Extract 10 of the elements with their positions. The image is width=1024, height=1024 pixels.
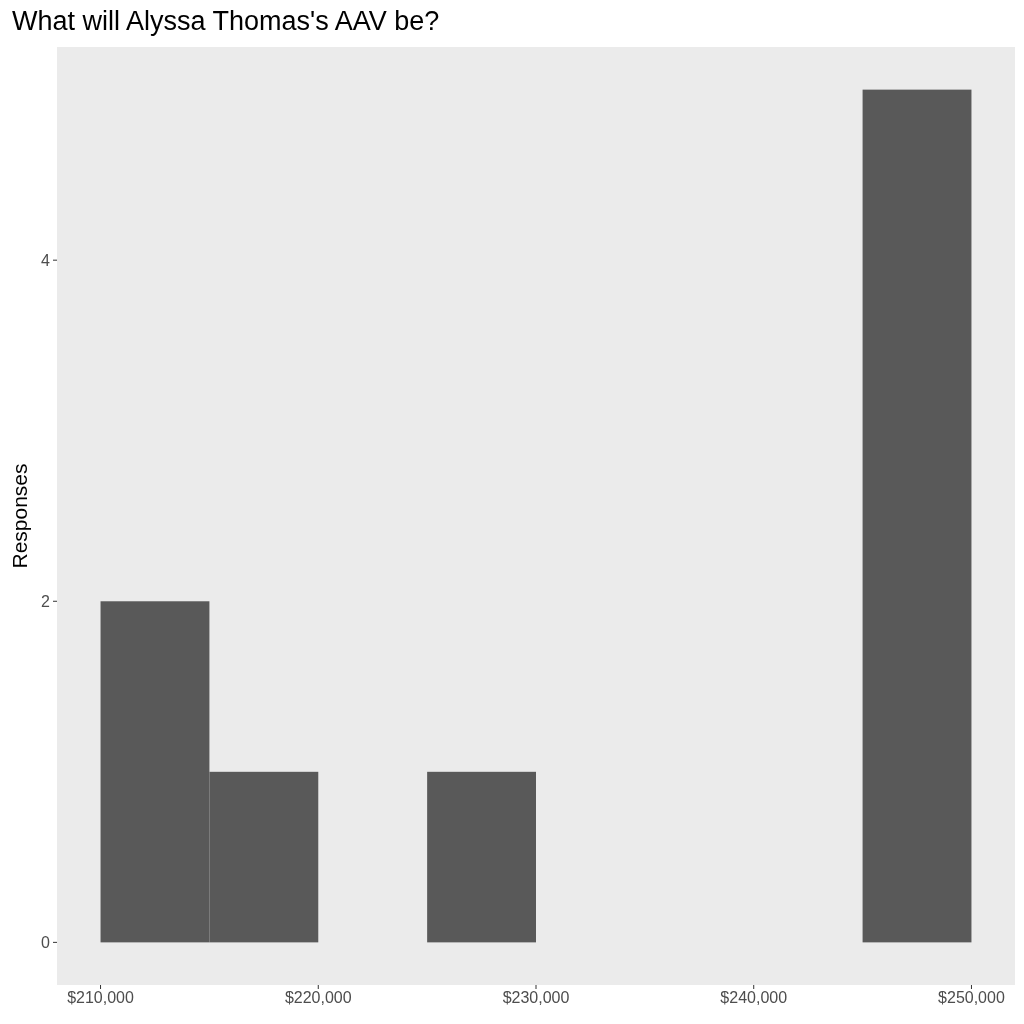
x-tick-label: $220,000 [284,989,352,1007]
x-tick-label: $230,000 [502,989,570,1007]
y-axis-title: Responses [7,463,31,569]
x-tick-label: $240,000 [720,989,788,1007]
x-tick-label: $210,000 [67,989,135,1007]
x-tick-label: $250,000 [938,989,1005,1007]
y-tick-label: 4 [41,251,51,269]
y-tick-label: 2 [41,592,51,610]
y-tick-label: 0 [41,934,51,952]
chart-title: What will Alyssa Thomas's AAV be? [12,6,440,36]
